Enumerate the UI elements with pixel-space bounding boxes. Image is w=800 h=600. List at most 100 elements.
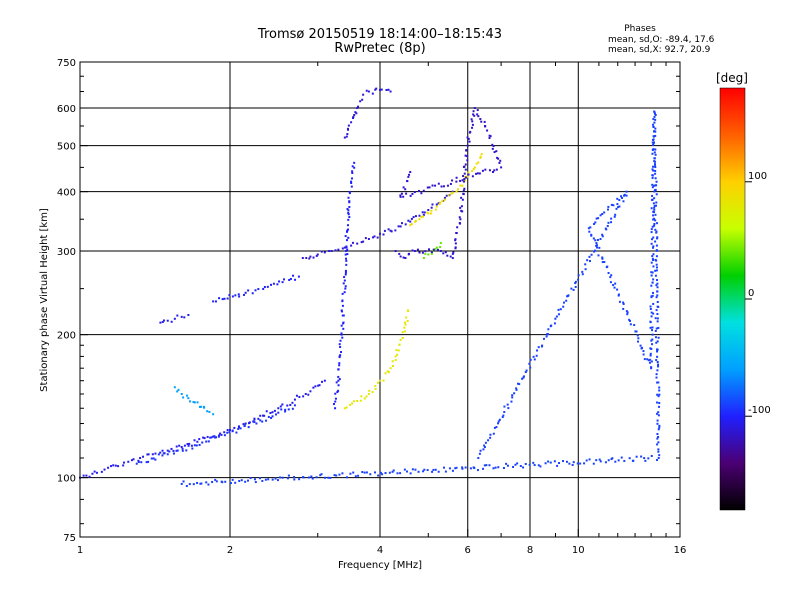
data-point-fill: [655, 204, 658, 207]
data-point-fill: [652, 291, 655, 294]
data-point-fill: [226, 429, 229, 432]
data-point-fill: [472, 168, 475, 171]
data-point-fill: [472, 110, 475, 113]
data-point-fill: [409, 194, 412, 197]
data-point-fill: [460, 209, 463, 212]
data-point-fill: [489, 433, 492, 436]
data-point-fill: [214, 436, 217, 439]
data-point-fill: [304, 392, 307, 395]
data-point-fill: [493, 151, 496, 154]
data-point-fill: [161, 449, 164, 452]
data-point: [103, 468, 106, 471]
chart-subtitle: RwPretec (8p): [334, 41, 425, 56]
data-point-fill: [655, 184, 658, 187]
data-point-fill: [223, 434, 226, 437]
data-point-fill: [657, 336, 660, 339]
data-point: [277, 411, 280, 414]
data-point-fill: [532, 355, 535, 358]
data-point-fill: [417, 470, 420, 473]
chart-title: Tromsø 20150519 18:14:00–18:15:43: [257, 27, 502, 42]
data-point-fill: [647, 457, 650, 460]
data-point-fill: [346, 133, 349, 136]
data-point-fill: [394, 359, 397, 362]
data-point-fill: [140, 461, 143, 464]
data-point-fill: [623, 194, 626, 197]
data-point-fill: [382, 233, 385, 236]
data-point-fill: [651, 338, 654, 341]
data-point-fill: [594, 221, 597, 224]
data-point-fill: [557, 313, 560, 316]
data-point: [244, 291, 247, 294]
data-point-fill: [209, 436, 212, 439]
data-point-fill: [422, 215, 425, 218]
data-point-fill: [314, 385, 317, 388]
data-point-fill: [601, 261, 604, 264]
data-point-fill: [434, 247, 437, 250]
data-point-fill: [451, 469, 454, 472]
data-point-fill: [265, 419, 268, 422]
data-point-fill: [510, 400, 513, 403]
data-point-fill: [192, 401, 195, 404]
data-point-fill: [460, 205, 463, 208]
colorbar-ticks: 100 0 -100: [745, 171, 771, 417]
data-point-fill: [654, 269, 657, 272]
data-point-fill: [426, 186, 429, 189]
data-point-fill: [254, 481, 257, 484]
data-point-fill: [658, 454, 661, 457]
data-point-fill: [597, 217, 600, 220]
data-point-fill: [655, 269, 658, 272]
data-point-fill: [384, 472, 387, 475]
data-point-fill: [617, 459, 620, 462]
data-point-fill: [522, 375, 525, 378]
data-point-fill: [311, 477, 314, 480]
data-point-fill: [199, 482, 202, 485]
data-point-fill: [130, 459, 133, 462]
data-point-fill: [374, 471, 377, 474]
data-point-fill: [345, 257, 348, 260]
data-point-fill: [656, 305, 659, 308]
data-point-fill: [617, 294, 620, 297]
data-point-fill: [488, 464, 491, 467]
data-point-fill: [467, 173, 470, 176]
data-point: [404, 323, 407, 326]
phase-stats-o: mean, sd,O: -89.4, 17.6: [608, 35, 715, 45]
echo-series: [343, 309, 410, 410]
echo-series: [409, 153, 483, 227]
data-point: [356, 242, 359, 245]
data-point-fill: [210, 436, 213, 439]
data-point-fill: [652, 218, 655, 221]
data-point-fill: [653, 190, 656, 193]
data-point-fill: [221, 481, 224, 484]
data-point: [259, 414, 262, 417]
data-point: [323, 379, 326, 382]
data-point-fill: [652, 135, 655, 138]
data-point-fill: [394, 229, 397, 232]
data-point-fill: [439, 201, 442, 204]
data-point-fill: [522, 466, 525, 469]
colorbar-tick-label: -100: [748, 405, 771, 416]
data-point-fill: [656, 443, 659, 446]
minor-ticks: [79, 61, 681, 538]
data-point-fill: [344, 285, 347, 288]
data-point: [399, 225, 402, 228]
data-point: [413, 250, 416, 253]
data-point-fill: [599, 460, 602, 463]
data-point-fill: [439, 245, 442, 248]
data-point: [473, 166, 476, 169]
data-point-fill: [284, 408, 287, 411]
data-point-fill: [341, 247, 344, 250]
data-point-fill: [365, 471, 368, 474]
data-point-fill: [492, 432, 495, 435]
data-point-fill: [203, 406, 206, 409]
data-point-fill: [492, 467, 495, 470]
data-point-fill: [656, 355, 659, 358]
data-point: [346, 224, 349, 227]
data-point-fill: [334, 397, 337, 400]
data-point-fill: [574, 282, 577, 285]
data-point-fill: [655, 359, 658, 362]
data-point-fill: [496, 156, 499, 159]
data-point-fill: [263, 414, 266, 417]
data-point-fill: [424, 250, 427, 253]
data-point: [217, 435, 220, 438]
data-point-fill: [652, 125, 655, 128]
